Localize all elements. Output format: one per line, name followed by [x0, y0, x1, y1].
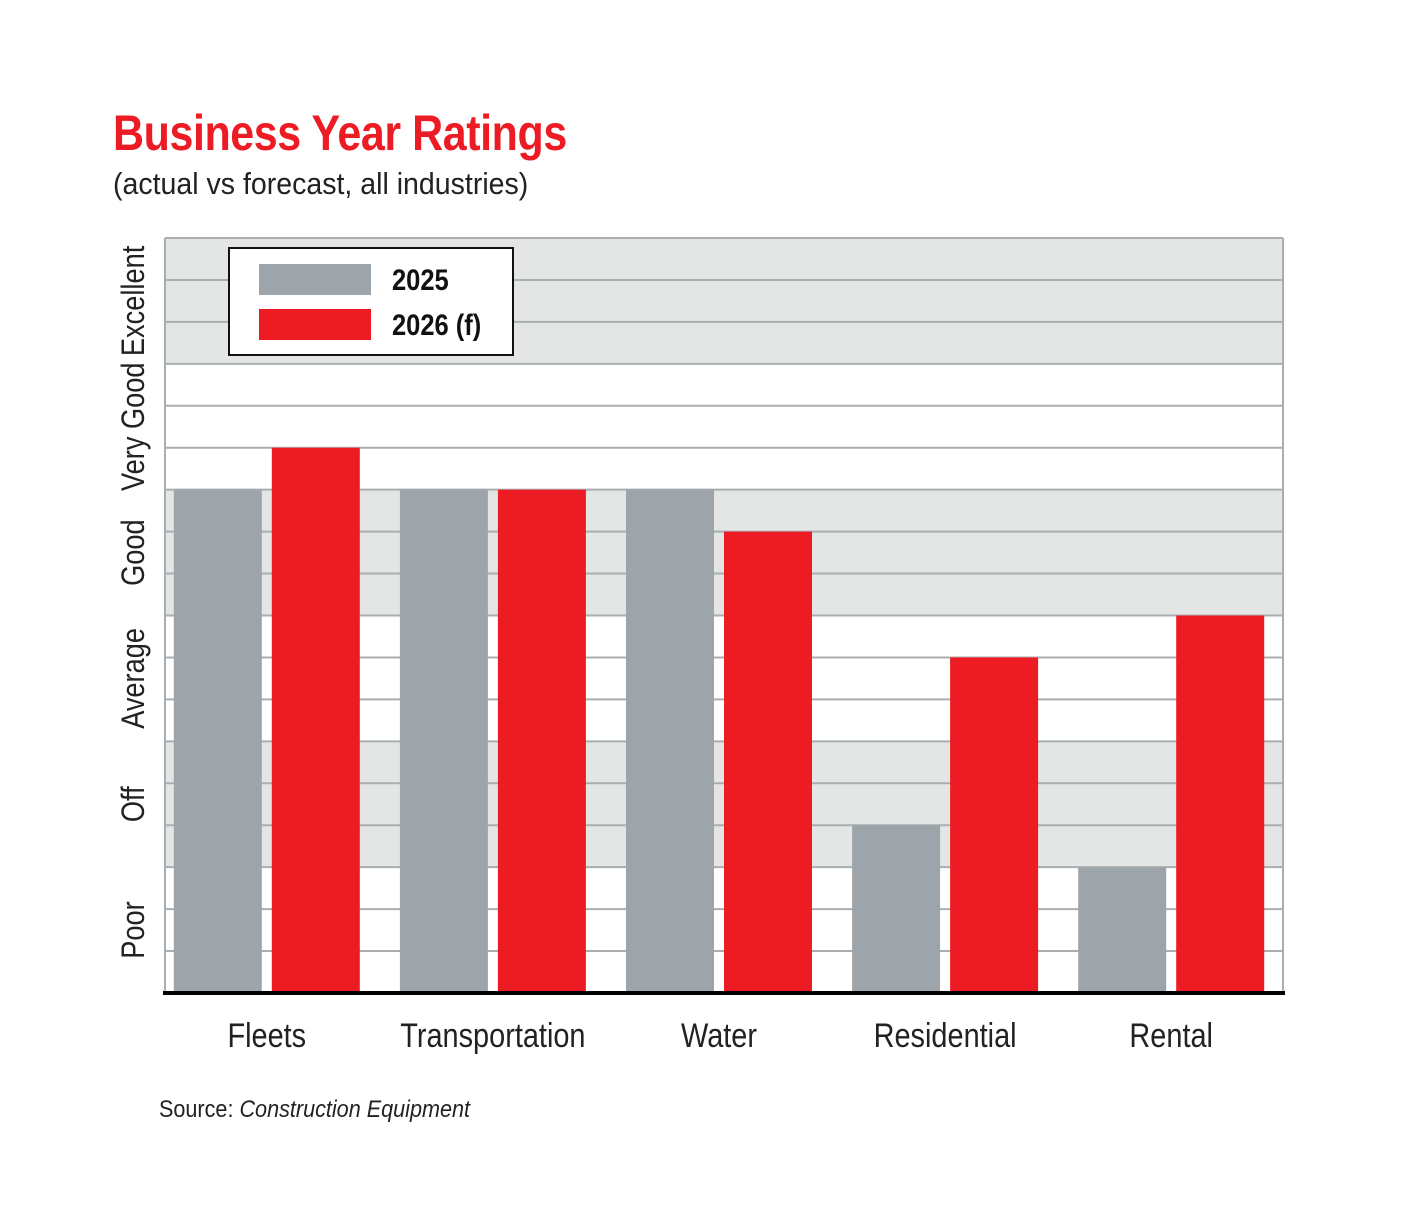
legend-swatch [259, 309, 371, 340]
bar-fleets-2025 [173, 489, 262, 993]
source-note: Source: Construction Equipment [159, 1096, 470, 1124]
bar-water-2026f [724, 531, 812, 993]
legend-label: 2026 (f) [392, 308, 481, 341]
y-band-label: Excellent [116, 245, 152, 356]
chart-subtitle: (actual vs forecast, all industries) [113, 166, 529, 201]
bar-residential-2026f [950, 657, 1039, 993]
x-tick-label: Water [681, 1016, 757, 1055]
bar-rental-2025 [1078, 867, 1167, 993]
x-tick-label: Residential [874, 1016, 1017, 1055]
source-label: Source: [159, 1096, 234, 1123]
bar-fleets-2026f [271, 447, 360, 993]
x-tick-label: Fleets [227, 1016, 306, 1055]
y-band-label: Off [116, 786, 152, 822]
bar-rental-2026f [1176, 615, 1265, 993]
x-tick-label: Transportation [400, 1016, 585, 1055]
y-band-label: Very Good [116, 363, 152, 491]
bar-water-2025 [626, 489, 714, 993]
source-name: Construction Equipment [239, 1096, 470, 1123]
y-band-label: Poor [116, 901, 152, 959]
y-band-label: Good [116, 519, 152, 586]
chart-title: Business Year Ratings [113, 105, 567, 161]
legend-swatch [259, 264, 371, 295]
bar-residential-2025 [852, 825, 941, 993]
bar-transportation-2025 [399, 489, 488, 993]
y-band-label: Average [116, 628, 152, 729]
x-tick-label: Rental [1129, 1016, 1213, 1055]
legend-label: 2025 [392, 263, 449, 296]
bar-transportation-2026f [497, 489, 586, 993]
